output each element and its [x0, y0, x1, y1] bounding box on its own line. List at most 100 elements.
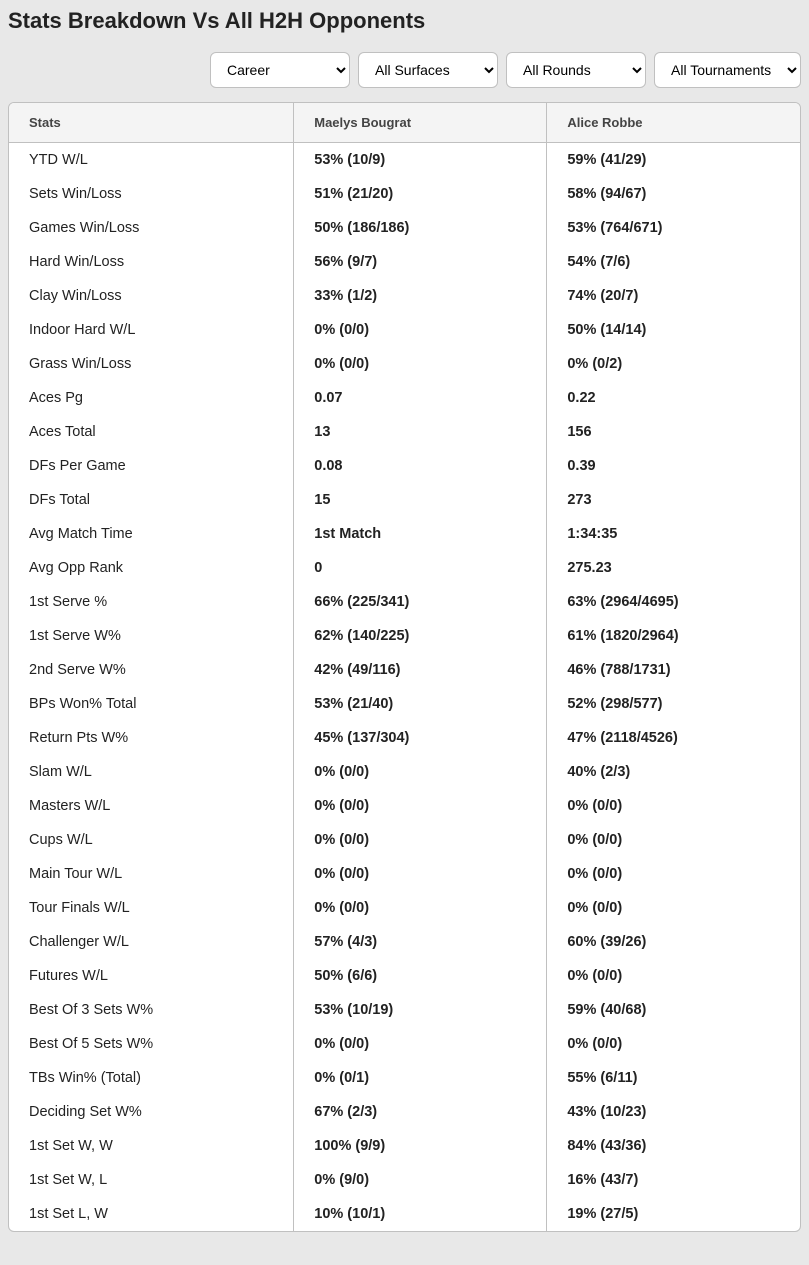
player1-value: 0% (0/1) — [294, 1061, 547, 1095]
table-row: YTD W/L53% (10/9)59% (41/29) — [9, 143, 800, 178]
stats-table-wrapper: Stats Maelys Bougrat Alice Robbe YTD W/L… — [8, 102, 801, 1232]
player1-value: 15 — [294, 483, 547, 517]
header-player2: Alice Robbe — [547, 103, 800, 143]
stat-label: Masters W/L — [9, 789, 294, 823]
stat-label: Avg Opp Rank — [9, 551, 294, 585]
player1-value: 0 — [294, 551, 547, 585]
stat-label: Slam W/L — [9, 755, 294, 789]
player1-value: 0% (0/0) — [294, 823, 547, 857]
table-row: Sets Win/Loss51% (21/20)58% (94/67) — [9, 177, 800, 211]
player1-value: 1st Match — [294, 517, 547, 551]
tournament-select[interactable]: All Tournaments — [654, 52, 801, 88]
stat-label: Best Of 5 Sets W% — [9, 1027, 294, 1061]
stat-label: Indoor Hard W/L — [9, 313, 294, 347]
time-period-select[interactable]: Career — [210, 52, 350, 88]
stat-label: 1st Set W, L — [9, 1163, 294, 1197]
table-row: Clay Win/Loss33% (1/2)74% (20/7) — [9, 279, 800, 313]
player1-value: 53% (21/40) — [294, 687, 547, 721]
page-title: Stats Breakdown Vs All H2H Opponents — [8, 8, 801, 34]
stat-label: Return Pts W% — [9, 721, 294, 755]
table-row: Challenger W/L57% (4/3)60% (39/26) — [9, 925, 800, 959]
player2-value: 40% (2/3) — [547, 755, 800, 789]
player2-value: 0% (0/2) — [547, 347, 800, 381]
table-row: Aces Total13156 — [9, 415, 800, 449]
stat-label: Tour Finals W/L — [9, 891, 294, 925]
player2-value: 0% (0/0) — [547, 891, 800, 925]
player1-value: 0% (0/0) — [294, 755, 547, 789]
table-row: Indoor Hard W/L0% (0/0)50% (14/14) — [9, 313, 800, 347]
header-player1: Maelys Bougrat — [294, 103, 547, 143]
table-row: Avg Opp Rank0275.23 — [9, 551, 800, 585]
player2-value: 0.22 — [547, 381, 800, 415]
stat-label: 2nd Serve W% — [9, 653, 294, 687]
stat-label: 1st Set W, W — [9, 1129, 294, 1163]
player2-value: 156 — [547, 415, 800, 449]
stat-label: Hard Win/Loss — [9, 245, 294, 279]
table-row: Games Win/Loss50% (186/186)53% (764/671) — [9, 211, 800, 245]
table-row: Aces Pg0.070.22 — [9, 381, 800, 415]
table-row: DFs Per Game0.080.39 — [9, 449, 800, 483]
player2-value: 46% (788/1731) — [547, 653, 800, 687]
stat-label: Cups W/L — [9, 823, 294, 857]
player1-value: 67% (2/3) — [294, 1095, 547, 1129]
table-row: Slam W/L0% (0/0)40% (2/3) — [9, 755, 800, 789]
table-row: 1st Set W, L0% (9/0)16% (43/7) — [9, 1163, 800, 1197]
table-row: 1st Set L, W10% (10/1)19% (27/5) — [9, 1197, 800, 1231]
player2-value: 0% (0/0) — [547, 1027, 800, 1061]
table-row: 1st Set W, W100% (9/9)84% (43/36) — [9, 1129, 800, 1163]
player2-value: 0% (0/0) — [547, 857, 800, 891]
table-row: Avg Match Time1st Match1:34:35 — [9, 517, 800, 551]
player1-value: 10% (10/1) — [294, 1197, 547, 1231]
player2-value: 50% (14/14) — [547, 313, 800, 347]
surface-select[interactable]: All Surfaces — [358, 52, 498, 88]
player1-value: 0% (0/0) — [294, 857, 547, 891]
player1-value: 45% (137/304) — [294, 721, 547, 755]
stat-label: 1st Set L, W — [9, 1197, 294, 1231]
player2-value: 74% (20/7) — [547, 279, 800, 313]
round-select[interactable]: All Rounds — [506, 52, 646, 88]
player2-value: 43% (10/23) — [547, 1095, 800, 1129]
player2-value: 60% (39/26) — [547, 925, 800, 959]
player2-value: 47% (2118/4526) — [547, 721, 800, 755]
player2-value: 58% (94/67) — [547, 177, 800, 211]
player1-value: 56% (9/7) — [294, 245, 547, 279]
player2-value: 19% (27/5) — [547, 1197, 800, 1231]
player2-value: 1:34:35 — [547, 517, 800, 551]
player2-value: 59% (41/29) — [547, 143, 800, 178]
table-row: Hard Win/Loss56% (9/7)54% (7/6) — [9, 245, 800, 279]
player1-value: 0% (0/0) — [294, 891, 547, 925]
player1-value: 53% (10/9) — [294, 143, 547, 178]
stat-label: Main Tour W/L — [9, 857, 294, 891]
player2-value: 0.39 — [547, 449, 800, 483]
table-row: Tour Finals W/L0% (0/0)0% (0/0) — [9, 891, 800, 925]
stat-label: Futures W/L — [9, 959, 294, 993]
stat-label: DFs Per Game — [9, 449, 294, 483]
stat-label: Aces Pg — [9, 381, 294, 415]
table-row: 1st Serve W%62% (140/225)61% (1820/2964) — [9, 619, 800, 653]
player1-value: 100% (9/9) — [294, 1129, 547, 1163]
stat-label: YTD W/L — [9, 143, 294, 178]
table-row: Best Of 3 Sets W%53% (10/19)59% (40/68) — [9, 993, 800, 1027]
table-row: Main Tour W/L0% (0/0)0% (0/0) — [9, 857, 800, 891]
player2-value: 273 — [547, 483, 800, 517]
stat-label: Grass Win/Loss — [9, 347, 294, 381]
stat-label: Sets Win/Loss — [9, 177, 294, 211]
stat-label: 1st Serve % — [9, 585, 294, 619]
table-row: Masters W/L0% (0/0)0% (0/0) — [9, 789, 800, 823]
stat-label: Challenger W/L — [9, 925, 294, 959]
player1-value: 66% (225/341) — [294, 585, 547, 619]
stat-label: Best Of 3 Sets W% — [9, 993, 294, 1027]
player1-value: 0% (0/0) — [294, 313, 547, 347]
player2-value: 16% (43/7) — [547, 1163, 800, 1197]
player1-value: 50% (6/6) — [294, 959, 547, 993]
player1-value: 50% (186/186) — [294, 211, 547, 245]
table-row: DFs Total15273 — [9, 483, 800, 517]
player1-value: 0% (9/0) — [294, 1163, 547, 1197]
table-row: 1st Serve %66% (225/341)63% (2964/4695) — [9, 585, 800, 619]
table-row: TBs Win% (Total)0% (0/1)55% (6/11) — [9, 1061, 800, 1095]
player1-value: 62% (140/225) — [294, 619, 547, 653]
table-row: Grass Win/Loss0% (0/0)0% (0/2) — [9, 347, 800, 381]
player2-value: 0% (0/0) — [547, 823, 800, 857]
stat-label: TBs Win% (Total) — [9, 1061, 294, 1095]
player2-value: 59% (40/68) — [547, 993, 800, 1027]
